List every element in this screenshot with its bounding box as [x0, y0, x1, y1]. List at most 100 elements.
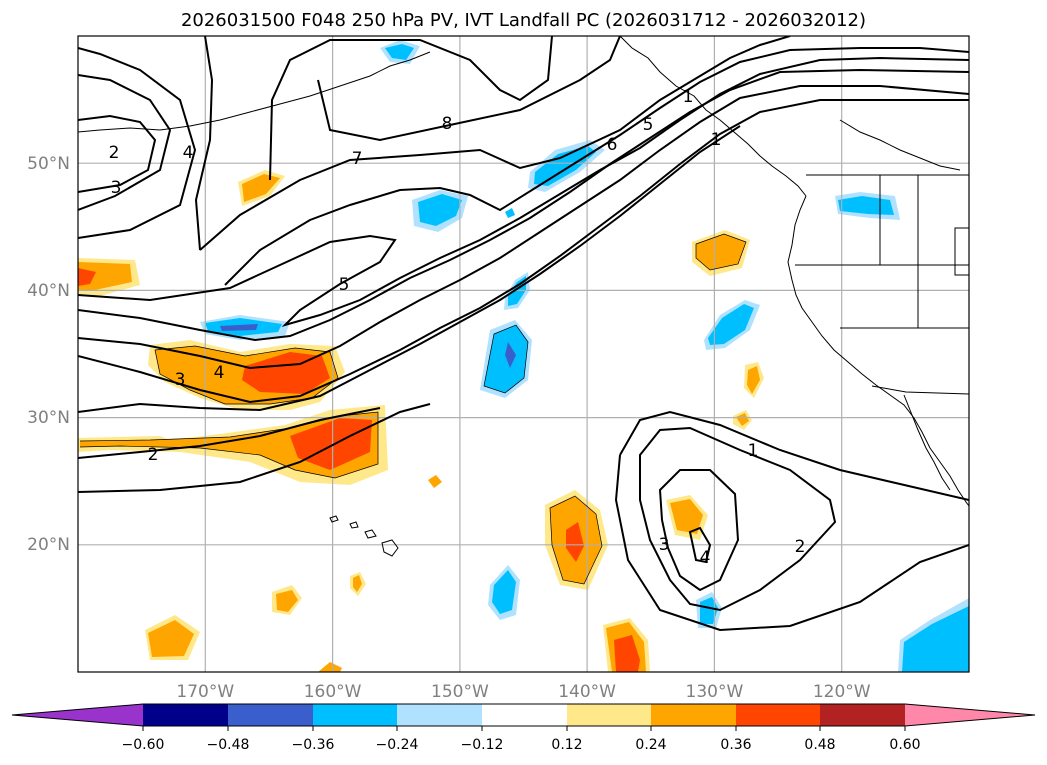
neg-blob-58n-core: [385, 44, 414, 60]
lon-label: 120°W: [813, 682, 871, 702]
contour-label: 3: [659, 535, 670, 555]
contour-label: 8: [442, 114, 453, 134]
neg-blob-16n-core: [492, 570, 516, 614]
anomaly-blob-22n-core: [670, 499, 703, 534]
anomaly-blob-15n-core: [276, 590, 298, 612]
colorbar-segment: [143, 704, 228, 726]
map-frame: [77, 35, 970, 673]
island-oahu: [349, 521, 359, 529]
contour-8: [269, 36, 553, 181]
island-kauai: [329, 515, 339, 523]
colorbar-segment: [736, 704, 820, 726]
colorbar-segment: [228, 704, 313, 726]
contour-label: 5: [339, 275, 350, 295]
anomaly-outlines: [79, 233, 747, 585]
colorbar-segment: [567, 704, 651, 726]
colorbar-segment: [397, 704, 482, 726]
colorbar-extend-left: [12, 704, 143, 726]
colorbar-segment: [482, 704, 567, 726]
contour-label: 2: [795, 537, 806, 557]
island-hawaii: [381, 539, 399, 557]
colorbar-ticks: [142, 726, 906, 731]
contour-1-south: [78, 403, 431, 493]
colorbar-tick-label: −0.60: [122, 737, 165, 753]
coastline-aleutians: [78, 51, 431, 133]
lon-label: 130°W: [686, 682, 744, 702]
anomaly-band-34n-max: [242, 352, 330, 394]
outline-28n: [79, 411, 379, 479]
colorbar-tick-label: 0.36: [720, 737, 751, 753]
neg-blob-se-corner-core: [902, 606, 969, 672]
contour-high-4: [688, 526, 712, 564]
anomaly-blob-11n-max: [614, 635, 640, 672]
contour-label: 5: [643, 115, 654, 135]
colorbar-tick-label: 0.48: [804, 737, 835, 753]
colorbar-tick-label: −0.12: [461, 737, 504, 753]
anomaly-blob-43n-core: [696, 234, 746, 270]
lat-label: 30°N: [27, 408, 70, 428]
colorbar-segment: [820, 704, 905, 726]
colorbar-tick-label: −0.48: [207, 737, 250, 753]
anomaly-blob-17n-core: [353, 575, 362, 592]
coastline-alaska: [619, 36, 807, 197]
contour-3: [78, 85, 969, 370]
anomaly-west-41n-max: [78, 268, 96, 286]
contour-high-2: [639, 426, 837, 612]
contour-8b: [317, 36, 621, 142]
colorbar-tick-label: 0.60: [889, 737, 920, 753]
contour-west-2: [78, 114, 157, 193]
contour-label: 1: [683, 87, 694, 107]
neg-blob-35n-max: [505, 342, 516, 368]
island-maui: [364, 529, 377, 539]
anomaly-blob-12n-core: [148, 620, 194, 657]
colorbar-tick-label: −0.36: [292, 737, 335, 753]
outline-34n: [154, 345, 339, 405]
contour-label: 4: [214, 363, 225, 383]
neg-blob-47n-core: [418, 194, 462, 226]
latitude-labels: 50°N 40°N 30°N 20°N: [27, 154, 70, 555]
outline-20n: [549, 495, 603, 585]
contour-label: 4: [183, 143, 194, 163]
contour-label: 6: [607, 135, 618, 155]
colorbar: −0.60 −0.48 −0.36 −0.24 −0.12 0.12 0.24 …: [11, 703, 1036, 753]
neg-blob-tiny: [505, 208, 515, 218]
coastline-westcoast: [787, 195, 969, 507]
neg-blob-14n-core: [700, 597, 718, 624]
contour-7: [194, 36, 791, 251]
border-states: [795, 175, 969, 329]
anomaly-blob-30n-core: [736, 413, 749, 426]
contour-label: 3: [111, 178, 122, 198]
colorbar-tick-label: −0.24: [376, 737, 419, 753]
longitude-labels: 170°W 160°W 150°W 140°W 130°W 120°W: [176, 682, 870, 702]
anomaly-blob-25n: [428, 475, 442, 488]
lat-label: 20°N: [27, 535, 70, 555]
contour-6: [224, 47, 969, 286]
lon-label: 150°W: [431, 682, 489, 702]
contour-high-1: [619, 410, 969, 501]
lat-label: 40°N: [27, 281, 70, 301]
neg-blob-51n-core: [534, 146, 596, 186]
contour-high-outer: [614, 454, 969, 632]
contour-label: 1: [748, 441, 759, 461]
contour-label: 2: [148, 445, 159, 465]
neg-blob-38n-max: [220, 324, 258, 331]
contour-label: 3: [175, 370, 186, 390]
negative-anomaly-shading: [200, 40, 969, 672]
anomaly-blob-10n: [318, 662, 342, 672]
border-canada-interior: [839, 119, 961, 171]
contour-label: 2: [109, 143, 120, 163]
colorbar-segment: [313, 704, 397, 726]
contour-1: [78, 125, 741, 413]
anomaly-blob-20n-max: [566, 522, 584, 562]
colorbar-segment: [651, 704, 736, 726]
border-mexico: [871, 385, 969, 395]
contour-4: [78, 68, 969, 342]
anomaly-band-28n-core: [80, 412, 378, 478]
anomaly-west-41n-core: [78, 262, 132, 290]
map-title: 2026031500 F048 250 hPa PV, IVT Landfall…: [180, 10, 867, 31]
contour-west-3: [78, 74, 172, 211]
neg-blob-35n-core: [484, 325, 528, 393]
coastline-baja: [903, 394, 951, 491]
contour-label: 1: [711, 130, 722, 150]
